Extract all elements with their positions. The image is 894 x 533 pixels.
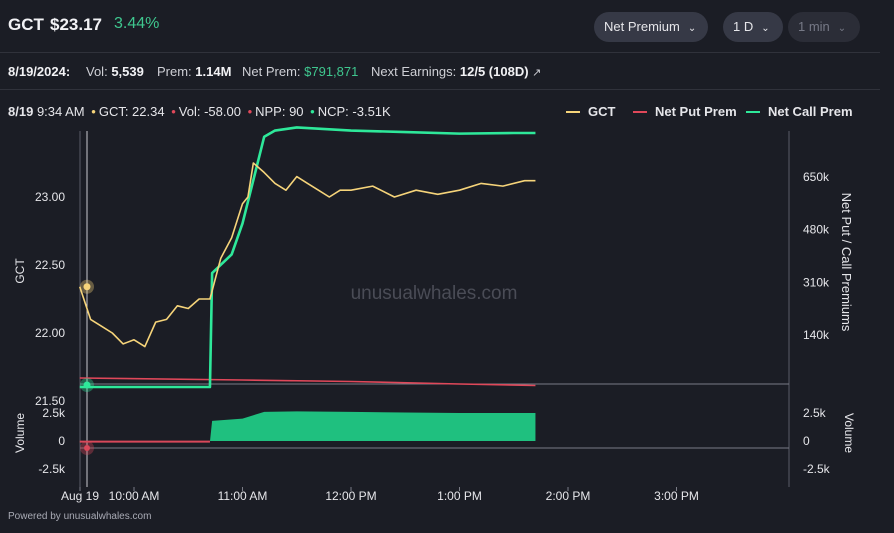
crosshair-vol: Vol: -58.00 [178, 104, 241, 119]
right-tick-label: 650k [803, 170, 830, 184]
footer-credit: Powered by unusualwhales.com [8, 511, 152, 522]
legend-net-put-prem[interactable]: Net Put Prem [633, 104, 737, 119]
npp-dot-icon: • [247, 104, 253, 119]
right-tick-label: 140k [803, 328, 830, 342]
stat-label: Next Earnings: [371, 64, 457, 79]
stat-value: 1.14M [195, 64, 232, 79]
legend-net-call-prem[interactable]: Net Call Prem [746, 104, 853, 119]
x-tick-label: 1:00 PM [437, 489, 482, 503]
stat-net-premium: Net Prem: $791,871 [242, 64, 358, 79]
chevron-down-icon: ⌄ [837, 23, 847, 34]
interval-select-label: 1 min [798, 19, 830, 34]
metric-select[interactable]: Net Premium ⌄ [594, 12, 708, 42]
crosshair-ncp: NCP: -3.51K [317, 104, 391, 119]
vol-dot-icon: • [171, 104, 176, 119]
volume-right-tick-label: -2.5k [803, 462, 831, 476]
ticker-symbol: GCT [8, 15, 44, 34]
volume-axis-title-right: Volume [842, 413, 856, 453]
volume-left-tick-label: 0 [58, 434, 65, 448]
stat-label: Net Prem: [242, 64, 301, 79]
crosshair-npp: NPP: 90 [255, 104, 304, 119]
right-axis-title: Net Put / Call Premiums [839, 193, 854, 332]
legend-label: GCT [588, 104, 616, 119]
legend-gct[interactable]: GCT [566, 104, 615, 119]
left-tick-label: 22.00 [35, 326, 65, 340]
legend-swatch [746, 110, 760, 113]
external-link-icon[interactable]: ↗ [532, 67, 542, 79]
right-tick-label: 480k [803, 223, 830, 237]
left-axis-title: GCT [13, 258, 27, 284]
stat-label: Vol: [86, 64, 108, 79]
legend-swatch [633, 110, 647, 113]
stat-value: $791,871 [304, 64, 359, 79]
crosshair-time: 9:34 AM [36, 104, 85, 119]
crosshair-gct: GCT: 22.34 [98, 104, 165, 119]
volume-right-tick-label: 2.5k [803, 406, 827, 420]
stats-bar: 8/19/2024: Vol: 5,539 Prem: 1.14M Net Pr… [0, 53, 880, 90]
watermark-text: unusualwhales.com [351, 283, 518, 304]
left-tick-label: 21.50 [35, 394, 65, 408]
volume-left-tick-label: 2.5k [42, 406, 66, 420]
x-tick-label: 3:00 PM [654, 489, 699, 503]
ticker-price: $23.17 [50, 15, 102, 34]
legend-label: Net Put Prem [655, 104, 737, 119]
range-select-label: 1 D [733, 19, 754, 34]
volume-marker [84, 445, 90, 451]
interval-select[interactable]: 1 min ⌄ [788, 12, 860, 42]
x-tick-label: 2:00 PM [546, 489, 591, 503]
volume-axis-title-left: Volume [13, 413, 27, 453]
left-tick-label: 23.00 [35, 190, 65, 204]
volume-area [79, 411, 536, 442]
volume-left-tick-label: -2.5k [38, 462, 66, 476]
header-bar: GCT $23.17 3.44% Net Premium ⌄ 1 D ⌄ 1 min… [0, 0, 880, 53]
x-tick-label: Aug 19 [61, 489, 99, 503]
series-line-net-call-prem [79, 126, 536, 389]
right-tick-label: 310k [803, 275, 830, 289]
series-line-gct [78, 162, 536, 348]
volume-right-tick-label: 0 [803, 434, 810, 448]
stat-premium: Prem: 1.14M [157, 64, 231, 79]
crosshair-info: 8/19 9:34 AM • GCT: 22.34 • Vol: -58.00 • N… [8, 104, 391, 119]
metric-select-label: Net Premium [604, 19, 680, 34]
stats-date: 8/19/2024: [8, 64, 71, 79]
chevron-down-icon: ⌄ [687, 23, 697, 34]
legend-label: Net Call Prem [768, 104, 853, 119]
price-change: 3.44% [114, 15, 160, 32]
ncp-marker [83, 381, 91, 389]
chevron-down-icon: ⌄ [761, 23, 770, 34]
x-tick-label: 11:00 AM [218, 489, 268, 503]
left-tick-label: 22.50 [35, 258, 65, 272]
stat-value: 5,539 [111, 64, 144, 79]
range-select[interactable]: 1 D ⌄ [723, 12, 783, 42]
stat-value: 12/5 (108D) [459, 64, 529, 79]
series-line-net-put-prem [79, 377, 536, 387]
x-tick-label: 10:00 AM [109, 489, 160, 503]
stat-next-earnings: Next Earnings: 12/5 (108D) ↗ [371, 64, 541, 79]
gct-marker [83, 283, 91, 291]
stat-volume: Vol: 5,539 [86, 64, 144, 79]
x-tick-label: 12:00 PM [325, 489, 376, 503]
ncp-dot-icon: • [310, 104, 315, 119]
stat-label: Prem: [157, 64, 192, 79]
gct-dot-icon: • [91, 104, 96, 119]
crosshair-date: 8/19 [8, 104, 34, 119]
legend-swatch [566, 110, 580, 113]
